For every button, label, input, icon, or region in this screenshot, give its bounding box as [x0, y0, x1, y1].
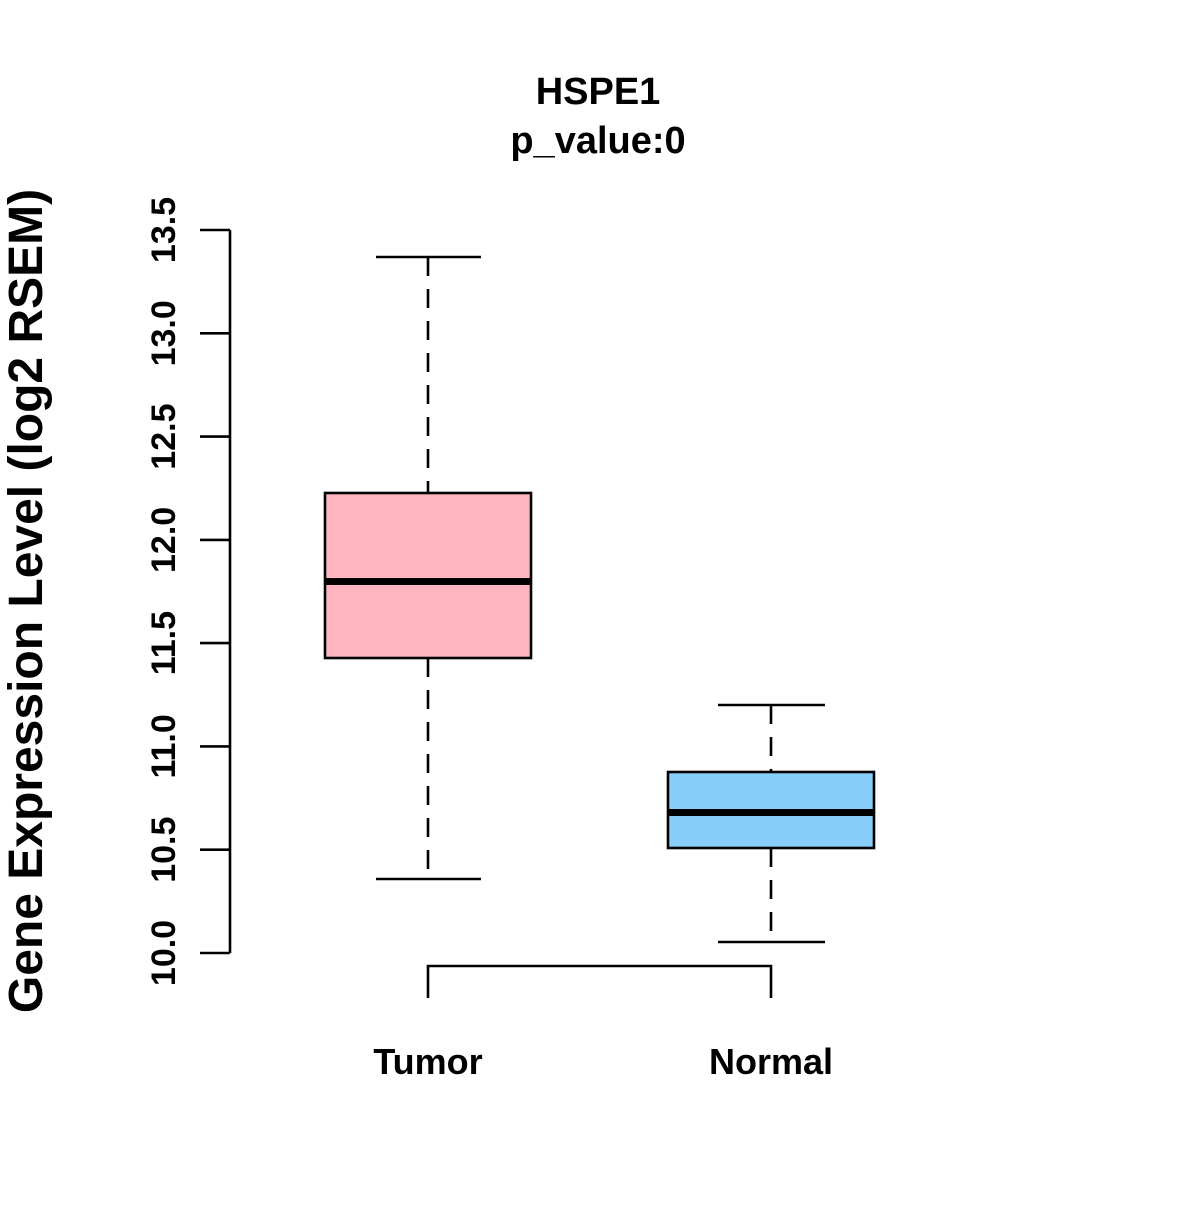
svg-text:11.0: 11.0	[145, 714, 183, 778]
svg-text:12.5: 12.5	[145, 404, 183, 470]
svg-text:13.5: 13.5	[145, 197, 183, 263]
svg-text:Gene Expression Level (log2 RS: Gene Expression Level (log2 RSEM)	[0, 189, 53, 1013]
svg-text:10.0: 10.0	[145, 920, 183, 986]
svg-text:HSPE1: HSPE1	[536, 71, 661, 113]
svg-text:Tumor: Tumor	[373, 1041, 482, 1082]
svg-text:10.5: 10.5	[145, 817, 183, 883]
svg-text:11.5: 11.5	[145, 611, 183, 675]
svg-text:12.0: 12.0	[145, 507, 183, 573]
svg-text:p_value:0: p_value:0	[510, 120, 685, 162]
svg-text:Normal: Normal	[709, 1041, 833, 1082]
svg-text:13.0: 13.0	[145, 300, 183, 366]
